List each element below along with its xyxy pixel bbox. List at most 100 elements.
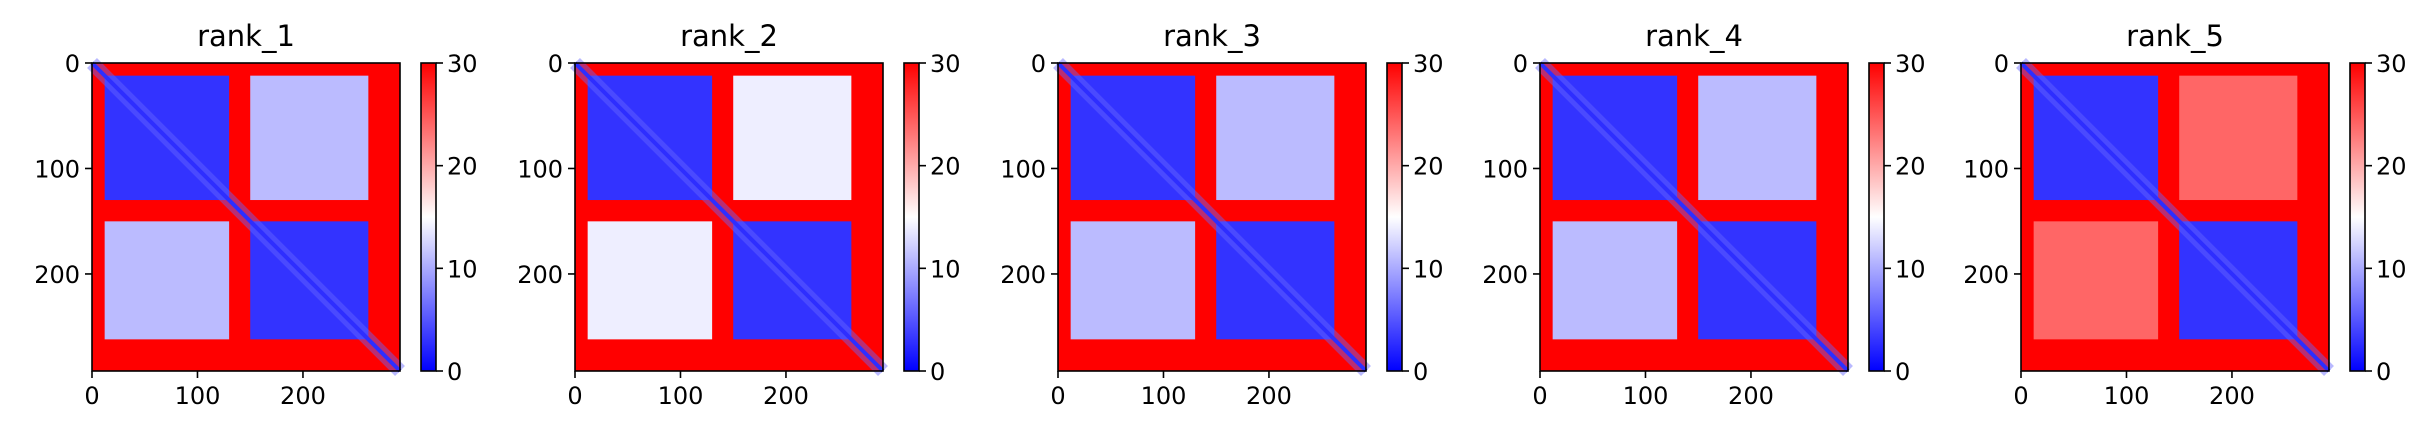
y-tick-label: 200 (1000, 261, 1046, 289)
diagonal-halo (570, 58, 888, 376)
x-tick-label: 200 (280, 382, 326, 410)
panel-title: rank_4 (1645, 19, 1743, 53)
axes-frame (2020, 62, 2330, 372)
colorbar (1869, 63, 1884, 371)
colorbar-tick-label: 20 (2376, 153, 2407, 181)
diagonal (90, 61, 402, 373)
x-tick-label: 0 (1532, 382, 1547, 410)
inter-domain-block-lower (587, 221, 713, 340)
y-tick-label: 200 (34, 261, 80, 289)
colorbar-tick-label: 30 (2376, 50, 2407, 78)
panel-title: rank_2 (680, 19, 778, 53)
inter-domain-block-upper (250, 75, 369, 201)
x-tick-label: 200 (2209, 382, 2255, 410)
colorbar (421, 63, 436, 371)
panel-title: rank_3 (1163, 19, 1261, 53)
x-tick-label: 200 (1728, 382, 1774, 410)
x-tick-label: 0 (84, 382, 99, 410)
diagonal (573, 61, 885, 373)
colorbar-frame (1868, 62, 1885, 372)
y-tick-label: 200 (1963, 261, 2009, 289)
y-tick-label: 0 (65, 50, 80, 78)
axes-frame (1539, 62, 1849, 372)
gap-band-row (92, 200, 400, 222)
inter-domain-block-upper (1216, 75, 1335, 201)
heatmap-panel-1: rank_1 0 100 200 0 100 200 0 10 20 30 (34, 19, 477, 410)
colorbar-tick-label: 0 (447, 358, 462, 386)
diagonal-halo (87, 58, 405, 376)
inter-domain-block-lower (1070, 221, 1196, 340)
colorbar-tick-label: 10 (447, 255, 478, 283)
x-tick-label: 200 (1246, 382, 1292, 410)
colorbar-frame (1386, 62, 1403, 372)
y-tick-label: 0 (1031, 50, 1046, 78)
colorbar-tick-label: 0 (2376, 358, 2391, 386)
x-tick-label: 100 (1623, 382, 1669, 410)
inter-domain-block-upper (1698, 75, 1817, 201)
heatmap-panel-2: rank_2 0 100 200 0 100 200 0 10 20 30 (517, 19, 960, 410)
colorbar-tick-label: 20 (1413, 153, 1444, 181)
axes-frame (574, 62, 884, 372)
y-tick-label: 100 (1482, 155, 1528, 183)
y-tick-label: 200 (1482, 261, 1528, 289)
colorbar-tick-label: 0 (1413, 358, 1428, 386)
y-tick-label: 100 (34, 155, 80, 183)
colorbar-tick-label: 10 (930, 255, 961, 283)
x-tick-label: 0 (2013, 382, 2028, 410)
diagonal (2019, 61, 2331, 373)
x-tick-label: 0 (1050, 382, 1065, 410)
x-tick-label: 100 (1141, 382, 1187, 410)
gap-band-row (1058, 200, 1366, 222)
gap-band-row (575, 200, 883, 222)
y-tick-label: 0 (548, 50, 563, 78)
colorbar-tick-label: 30 (930, 50, 961, 78)
heatmap-panel-3: rank_3 0 100 200 0 100 200 0 10 20 30 (1000, 19, 1443, 410)
colorbar-tick-label: 10 (1895, 255, 1926, 283)
x-tick-label: 0 (567, 382, 582, 410)
inter-domain-block-lower (104, 221, 230, 340)
axes-frame (91, 62, 401, 372)
inter-domain-block-upper (2179, 75, 2298, 201)
y-tick-label: 100 (1963, 155, 2009, 183)
y-tick-label: 0 (1994, 50, 2009, 78)
colorbar-tick-label: 0 (930, 358, 945, 386)
x-tick-label: 100 (175, 382, 221, 410)
diagonal-halo (2016, 58, 2334, 376)
diagonal-halo (1053, 58, 1371, 376)
diagonal (1056, 61, 1368, 373)
colorbar-frame (2349, 62, 2366, 372)
heatmap-panel-4: rank_4 0 100 200 0 100 200 0 10 20 30 (1482, 19, 1925, 410)
heatmap-panel-5: rank_5 0 100 200 0 100 200 0 10 20 30 (1963, 19, 2406, 410)
colorbar-tick-label: 20 (1895, 153, 1926, 181)
colorbar-tick-label: 30 (1413, 50, 1444, 78)
x-tick-label: 100 (2104, 382, 2150, 410)
colorbar-frame (903, 62, 920, 372)
colorbar-tick-label: 20 (930, 153, 961, 181)
colorbar (904, 63, 919, 371)
gap-band-row (1540, 200, 1848, 222)
colorbar-tick-label: 30 (447, 50, 478, 78)
colorbar (1387, 63, 1402, 371)
axes-frame (1057, 62, 1367, 372)
panel-title: rank_1 (197, 19, 295, 53)
x-tick-label: 100 (658, 382, 704, 410)
y-tick-label: 100 (1000, 155, 1046, 183)
x-tick-label: 200 (763, 382, 809, 410)
y-tick-label: 100 (517, 155, 563, 183)
diagonal (1538, 61, 1850, 373)
inter-domain-block-lower (2033, 221, 2159, 340)
colorbar-tick-label: 30 (1895, 50, 1926, 78)
colorbar-tick-label: 0 (1895, 358, 1910, 386)
panel-title: rank_5 (2126, 19, 2224, 53)
y-tick-label: 200 (517, 261, 563, 289)
inter-domain-block-lower (1552, 221, 1678, 340)
colorbar (2350, 63, 2365, 371)
colorbar-tick-label: 10 (1413, 255, 1444, 283)
inter-domain-block-upper (733, 75, 852, 201)
colorbar-frame (420, 62, 437, 372)
colorbar-tick-label: 10 (2376, 255, 2407, 283)
colorbar-tick-label: 20 (447, 153, 478, 181)
y-tick-label: 0 (1513, 50, 1528, 78)
gap-band-row (2021, 200, 2329, 222)
